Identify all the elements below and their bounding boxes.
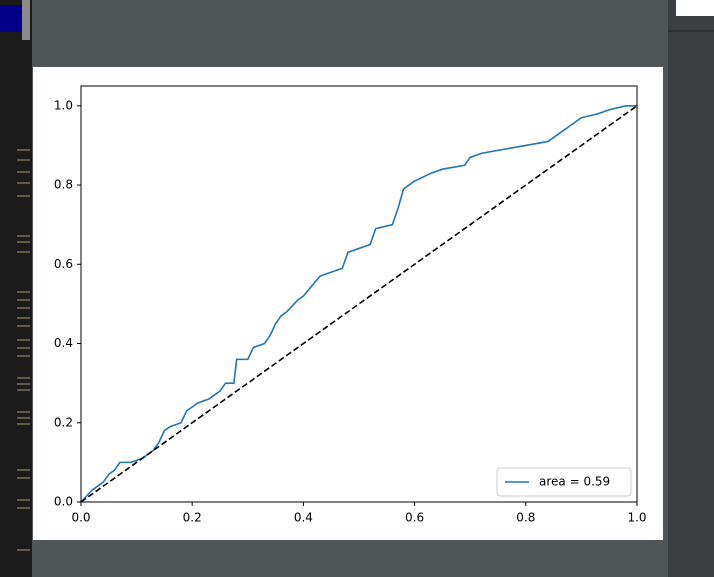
- series-line: [80, 105, 637, 503]
- x-tick-label: 1.0: [627, 511, 646, 525]
- series-line: [80, 105, 638, 503]
- legend-box: [496, 467, 632, 497]
- x-tick-label: 0.0: [71, 511, 90, 525]
- y-tick-label: 0.6: [54, 257, 73, 271]
- thumbnail[interactable]: [676, 0, 714, 16]
- x-tick-label: 0.4: [294, 511, 313, 525]
- legend-label: area = 0.59: [539, 475, 610, 489]
- y-tick-label: 1.0: [54, 98, 73, 112]
- x-tick-label: 0.8: [516, 511, 535, 525]
- x-tick-label: 0.2: [183, 511, 202, 525]
- y-tick-label: 0.0: [54, 495, 73, 509]
- scroll-thumb: [22, 0, 30, 40]
- figure: [33, 67, 663, 540]
- y-tick-label: 0.4: [54, 336, 73, 350]
- selection-marker: [0, 5, 22, 32]
- right-panel: [668, 0, 714, 577]
- gutter-marks: [17, 149, 30, 551]
- panel-divider: [668, 30, 714, 32]
- left-gutter: [0, 0, 32, 577]
- x-tick-label: 0.6: [405, 511, 424, 525]
- y-tick-label: 0.2: [54, 415, 73, 429]
- y-tick-label: 0.8: [54, 178, 73, 192]
- plot-frame: [80, 85, 638, 503]
